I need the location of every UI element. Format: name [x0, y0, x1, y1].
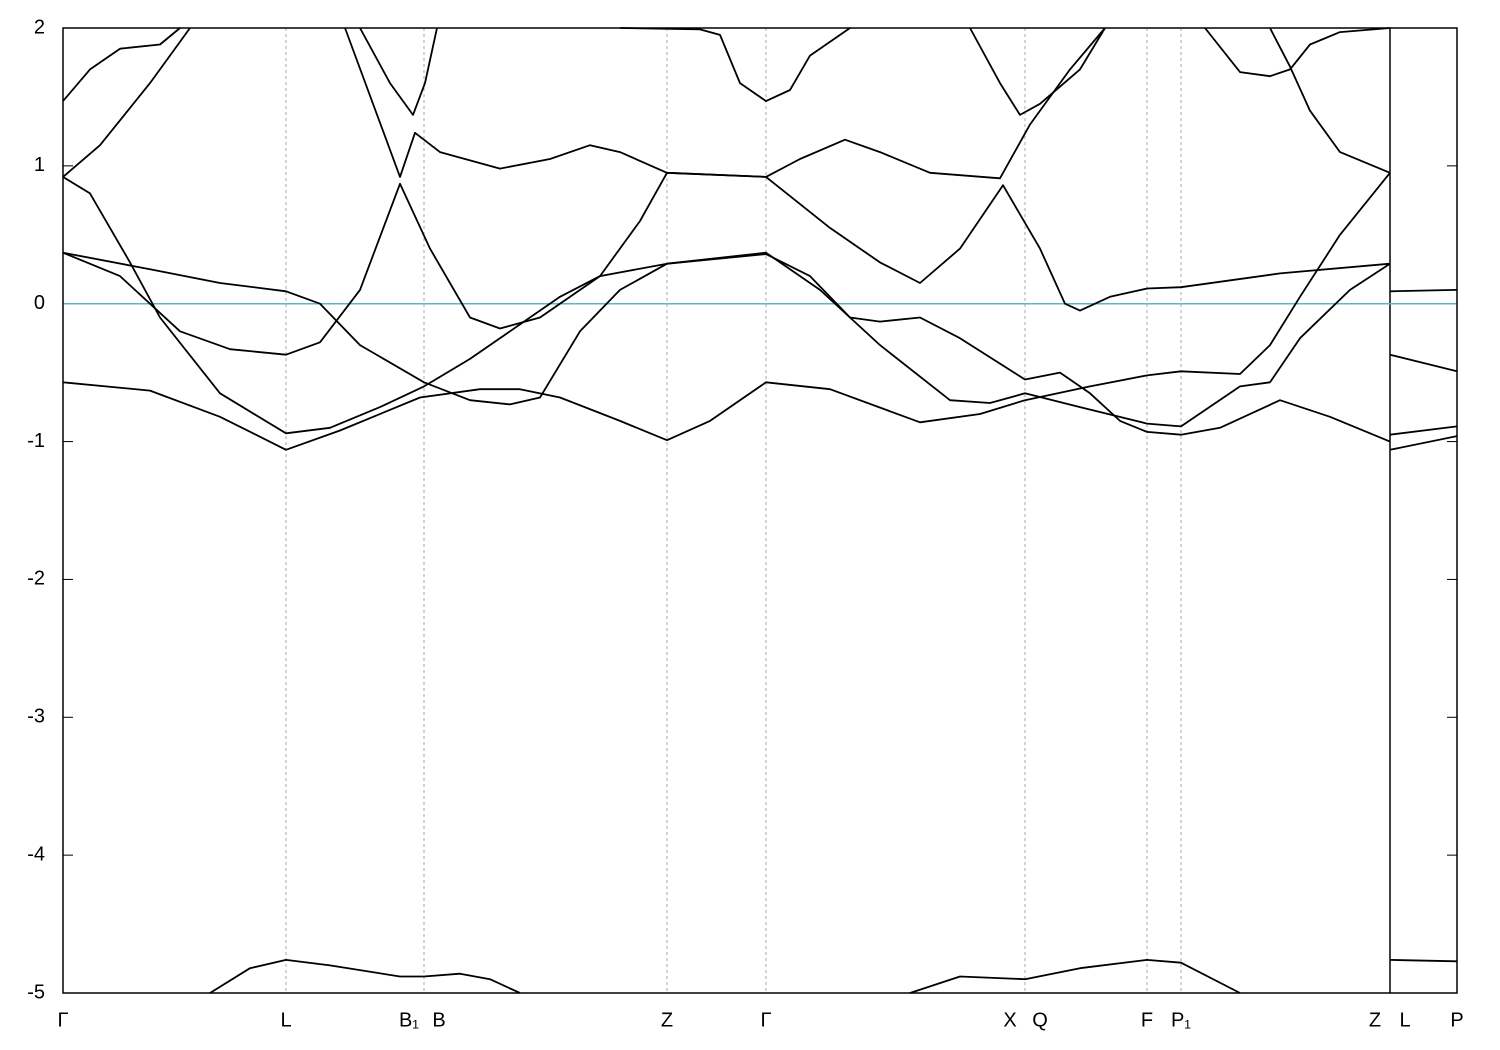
y-tick-label: -2 [27, 568, 45, 590]
y-tick-label: -1 [27, 430, 45, 452]
x-tick-label: Z [1369, 1009, 1381, 1031]
x-tick-label: L [280, 1009, 291, 1031]
x-tick-label: P₁ [1171, 1009, 1191, 1031]
x-tick-label: Γ [57, 1009, 68, 1031]
y-tick-label: 1 [34, 154, 45, 176]
band-line [63, 172, 1391, 451]
y-tick-label: -3 [27, 706, 45, 728]
x-tick-label: X [1003, 1009, 1016, 1031]
band-line [63, 27, 1391, 116]
band-line [63, 27, 1457, 373]
x-tick-label: Q [1032, 1009, 1048, 1031]
x-tick-label: B [432, 1009, 445, 1031]
band-line [63, 176, 1457, 443]
y-tick-label: 0 [34, 292, 45, 314]
band-line [1269, 27, 1391, 174]
plot-frame [62, 27, 1458, 994]
x-tick-label: B₁ [399, 1009, 419, 1031]
y-tick-label: 2 [34, 16, 45, 38]
x-tick-label: Γ [760, 1009, 771, 1031]
band-line [209, 959, 1457, 994]
x-tick-label: Z [661, 1009, 673, 1031]
y-tick-label: -5 [27, 981, 45, 1003]
x-tick-label: P [1450, 1009, 1463, 1031]
x-tick-label: L [1399, 1009, 1410, 1031]
y-tick-label: -4 [27, 843, 45, 865]
band-line [63, 251, 1457, 451]
x-tick-label: F [1141, 1009, 1153, 1031]
